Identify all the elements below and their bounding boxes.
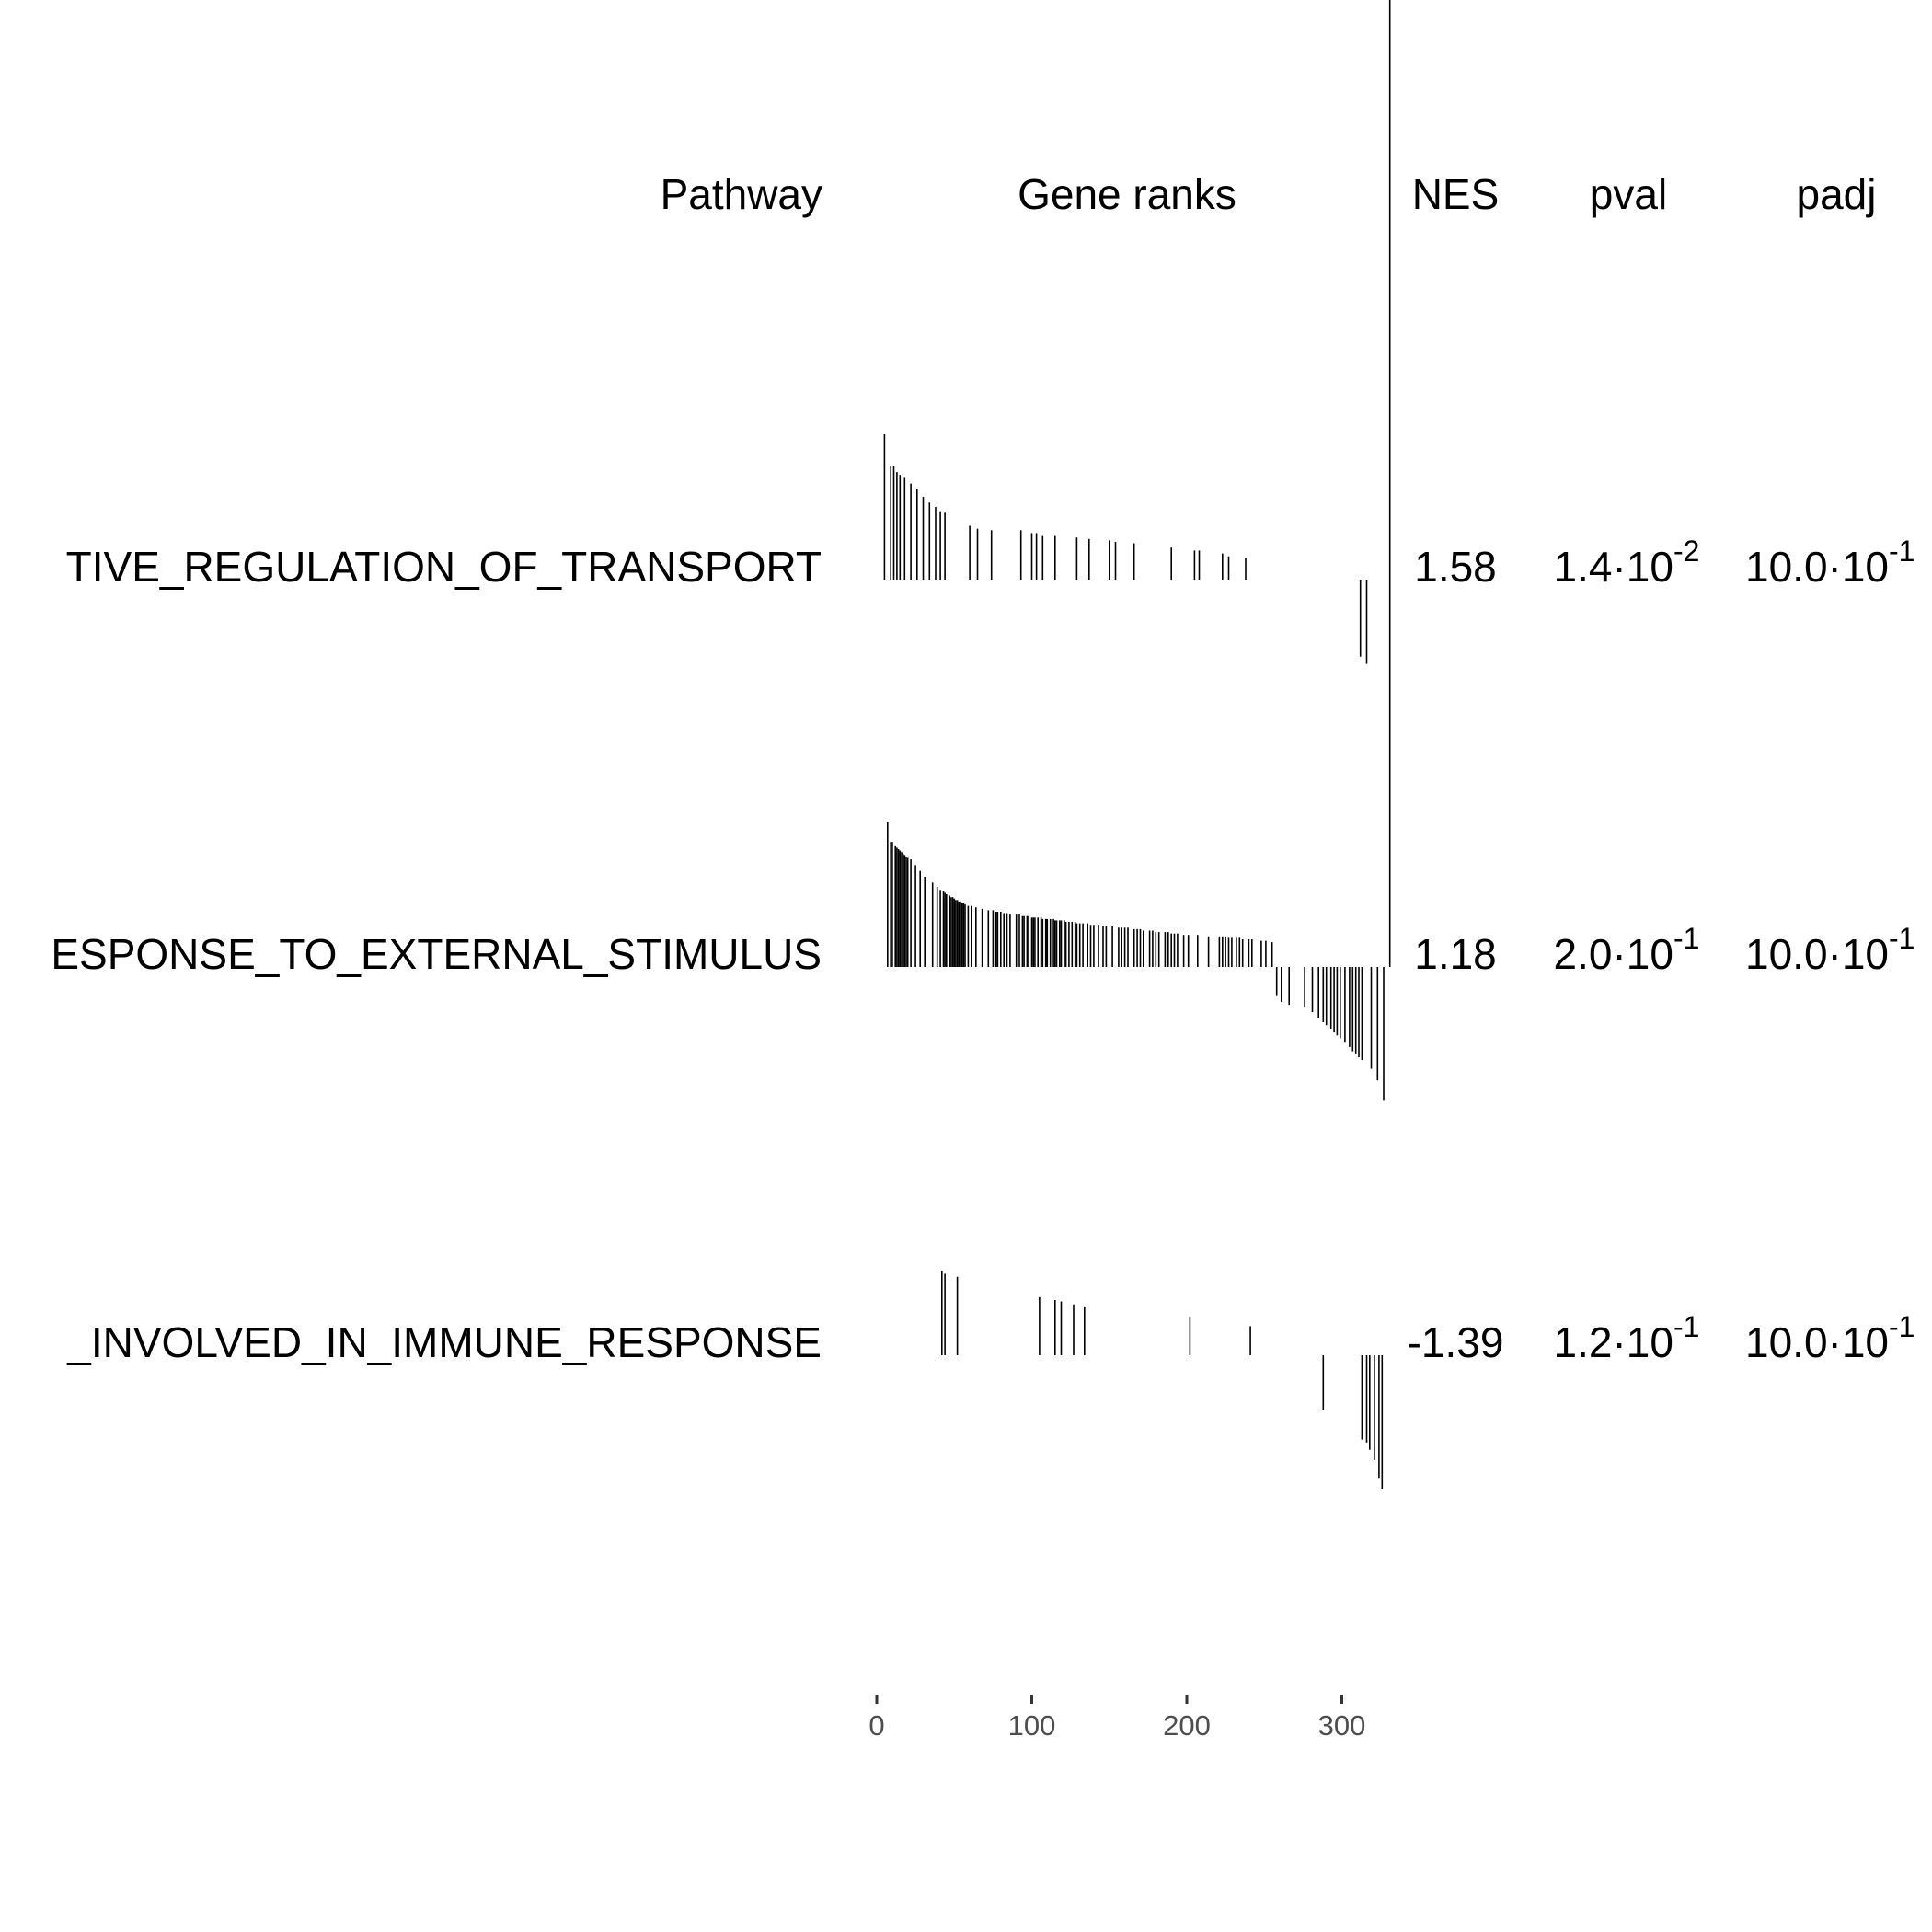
x-axis-tick-label: 300 <box>1318 1709 1366 1742</box>
header-pval: pval <box>1590 170 1667 218</box>
padj-value: 10.0·10-1 <box>1745 922 1915 978</box>
x-axis-tick-label: 200 <box>1163 1709 1211 1742</box>
header-padj: padj <box>1797 170 1877 218</box>
x-axis-tick-label: 100 <box>1008 1709 1056 1742</box>
table-row: ESPONSE_TO_EXTERNAL_STIMULUS 1.18 2.0·10… <box>51 0 1915 1101</box>
nes-value: 1.18 <box>1414 930 1497 978</box>
header-gene-ranks: Gene ranks <box>1018 170 1236 218</box>
gene-rank-ticks <box>886 0 1391 1101</box>
header-nes: NES <box>1412 170 1500 218</box>
column-headers: Pathway Gene ranks NES pval padj <box>661 170 1877 218</box>
pathway-name: TIVE_REGULATION_OF_TRANSPORT <box>66 543 822 591</box>
gene-rank-ticks <box>883 434 1368 664</box>
nes-value: 1.58 <box>1414 543 1497 591</box>
header-pathway: Pathway <box>661 170 822 218</box>
pval-value: 2.0·10-1 <box>1554 922 1700 978</box>
padj-value: 10.0·10-1 <box>1745 1310 1915 1366</box>
gene-rank-ticks <box>940 1271 1384 1489</box>
pval-value: 1.2·10-1 <box>1554 1310 1700 1366</box>
nes-value: -1.39 <box>1408 1318 1504 1366</box>
table-row: TIVE_REGULATION_OF_TRANSPORT 1.58 1.4·10… <box>66 434 1915 664</box>
x-axis: 0 100 200 300 <box>868 1695 1365 1742</box>
padj-value: 10.0·10-1 <box>1745 535 1915 591</box>
table-row: _INVOLVED_IN_IMMUNE_RESPONSE -1.39 1.2·1… <box>66 1271 1915 1489</box>
pathway-name: _INVOLVED_IN_IMMUNE_RESPONSE <box>66 1318 822 1366</box>
pathway-name: ESPONSE_TO_EXTERNAL_STIMULUS <box>51 930 822 978</box>
pval-value: 1.4·10-2 <box>1554 535 1700 591</box>
x-axis-tick-label: 0 <box>868 1709 884 1742</box>
